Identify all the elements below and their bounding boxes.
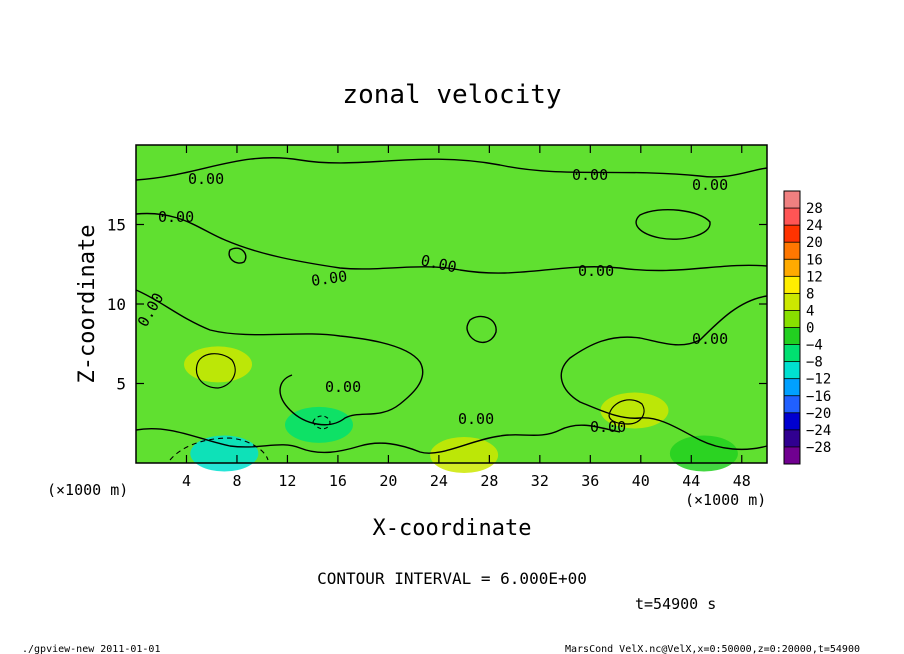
colorbar-label: 0 — [806, 321, 814, 337]
colorbar-label: 28 — [806, 201, 823, 217]
chart-title: zonal velocity — [342, 80, 561, 110]
contour-lines — [135, 157, 768, 461]
contour-label: 0.00 — [158, 208, 194, 226]
colorbar-swatch — [784, 293, 800, 311]
colorbar-label: −12 — [806, 372, 831, 388]
colorbar-swatch — [784, 327, 800, 345]
contour-neg-small — [312, 415, 331, 430]
colorbar-swatch — [784, 446, 800, 464]
contour-island-3 — [466, 315, 497, 343]
value-blob — [190, 435, 259, 472]
contour-label: 0.00 — [692, 176, 728, 194]
x-tick-label: 32 — [531, 472, 549, 490]
colorbar-label: 16 — [806, 252, 823, 268]
y-tick-label: 5 — [116, 375, 126, 394]
colorbar-label: 4 — [806, 303, 814, 319]
contour-label: 0.00 — [310, 267, 348, 290]
x-tick-label: 28 — [480, 472, 498, 490]
footer-right: MarsCond_VelX.nc@VelX,x=0:50000,z=0:2000… — [565, 644, 860, 654]
colorbar-swatch — [784, 395, 800, 413]
contour-label: 0.00 — [572, 166, 608, 184]
contour-label: 0.00 — [188, 170, 224, 188]
colorbar-label: −28 — [806, 440, 831, 456]
x-tick-label: 16 — [329, 472, 347, 490]
x-tick-label: 12 — [278, 472, 296, 490]
contour-island-1 — [228, 247, 247, 264]
colorbar-swatch — [784, 259, 800, 277]
value-blob — [600, 392, 669, 429]
x-tick-label: 24 — [430, 472, 448, 490]
x-tick-label: 8 — [232, 472, 241, 490]
value-blob — [430, 437, 499, 474]
contour-zero-lower — [135, 424, 621, 454]
contour-island-2 — [635, 209, 711, 240]
colorbar-label: 24 — [806, 218, 823, 234]
contour-label: 0.00 — [325, 378, 361, 396]
y-tick-label: 15 — [107, 216, 126, 235]
colorbar-label: −8 — [806, 355, 823, 371]
x-tick-label: 40 — [632, 472, 650, 490]
x-tick-label: 4 — [182, 472, 191, 490]
colorbar-swatch — [784, 344, 800, 362]
x-ticks: 4 8 12 16 20 24 28 32 36 40 44 48 — [182, 145, 751, 490]
colorbar-label: 20 — [806, 235, 823, 251]
value-blob — [669, 435, 738, 472]
value-blob — [184, 346, 253, 383]
colorbar-label: 12 — [806, 269, 823, 285]
colorbar-label: 8 — [806, 286, 814, 302]
contour-label: 0.00 — [692, 330, 728, 348]
colorbar-swatch — [784, 378, 800, 396]
colorbar-swatch — [784, 242, 800, 260]
y-tick-label: 10 — [107, 295, 126, 314]
colorbar-swatch — [784, 225, 800, 243]
contour-pos-left — [195, 353, 236, 389]
colorbar-label: −16 — [806, 389, 831, 405]
contour-zero-top — [135, 157, 768, 181]
contour-zero-right — [560, 295, 768, 451]
x-tick-label: 36 — [581, 472, 599, 490]
x-unit-label: (×1000 m) — [47, 481, 128, 499]
plot-area: 0.00 0.00 0.00 0.00 0.00 0.00 0.00 0.00 … — [107, 144, 768, 490]
colorbar-swatch — [784, 412, 800, 430]
contour-zero-mid — [135, 289, 424, 426]
colorbar-label: −24 — [806, 423, 831, 439]
contour-zero-upper — [135, 212, 768, 274]
contour-label: 0.00 — [458, 410, 494, 428]
colorbar-label: −20 — [806, 406, 831, 422]
contour-label: 0.00 — [578, 262, 614, 280]
colorbar-swatch — [784, 208, 800, 226]
colorbar-swatch — [784, 191, 800, 209]
y-axis-label: Z-coordinate — [75, 225, 100, 384]
contour-interval: CONTOUR INTERVAL = 6.000E+00 — [317, 569, 587, 588]
contour-label: 0.00 — [590, 418, 626, 436]
time-label: t=54900 s — [635, 595, 716, 613]
x-tick-label: 20 — [379, 472, 397, 490]
colorbar-swatch — [784, 310, 800, 328]
colorbar-label: −4 — [806, 338, 823, 354]
colorbar-swatch — [784, 429, 800, 447]
contour-neg-bottom — [169, 437, 269, 461]
footer-left: ./gpview-new 2011-01-01 — [22, 644, 160, 654]
x-tick-label: 44 — [682, 472, 700, 490]
plot-background — [136, 145, 767, 463]
colorbar-swatch — [784, 361, 800, 379]
y-unit-label: (×1000 m) — [685, 491, 766, 509]
colorbar-swatch — [784, 276, 800, 294]
contour-pos-right — [608, 399, 645, 425]
x-axis-label: X-coordinate — [373, 516, 532, 541]
x-tick-label: 48 — [733, 472, 751, 490]
y-ticks: 5 10 15 — [107, 216, 767, 394]
